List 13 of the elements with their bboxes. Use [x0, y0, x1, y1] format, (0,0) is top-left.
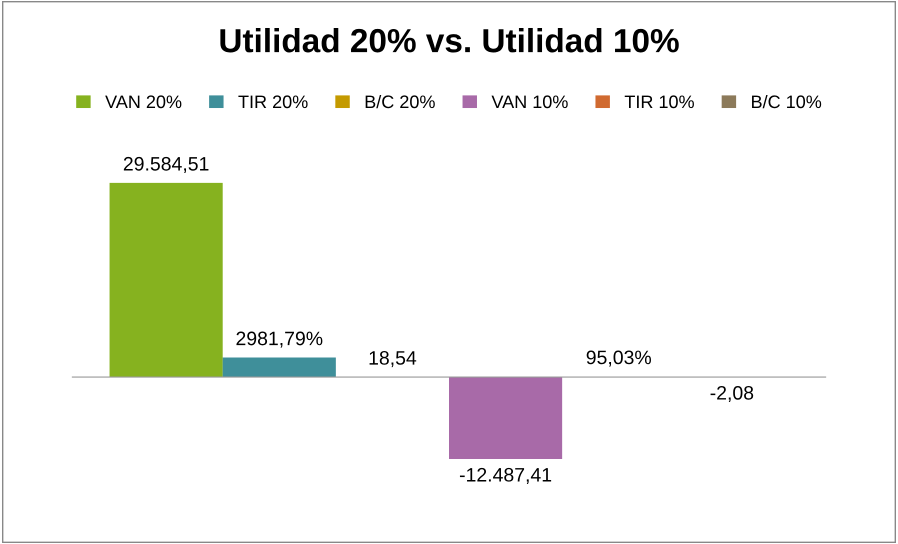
data-label: 18,54	[370, 351, 416, 368]
data-label: 29.584,51	[124, 156, 208, 173]
legend-label: VAN 20%	[105, 95, 182, 108]
data-label: -12.487,41	[460, 468, 552, 484]
chart-title: Utilidad 20% vs. Utilidad 10%	[220, 28, 679, 52]
legend-label: B/C 10%	[752, 94, 822, 108]
legend-label: TIR 20%	[238, 95, 308, 108]
legend-label: VAN 10%	[492, 95, 568, 108]
legend-label: TIR 10%	[624, 95, 694, 108]
legend-label: B/C 20%	[366, 94, 435, 108]
data-label: 2981,79%	[236, 332, 322, 348]
data-label: 95,03%	[586, 350, 652, 367]
data-label: -2,08	[710, 386, 754, 402]
